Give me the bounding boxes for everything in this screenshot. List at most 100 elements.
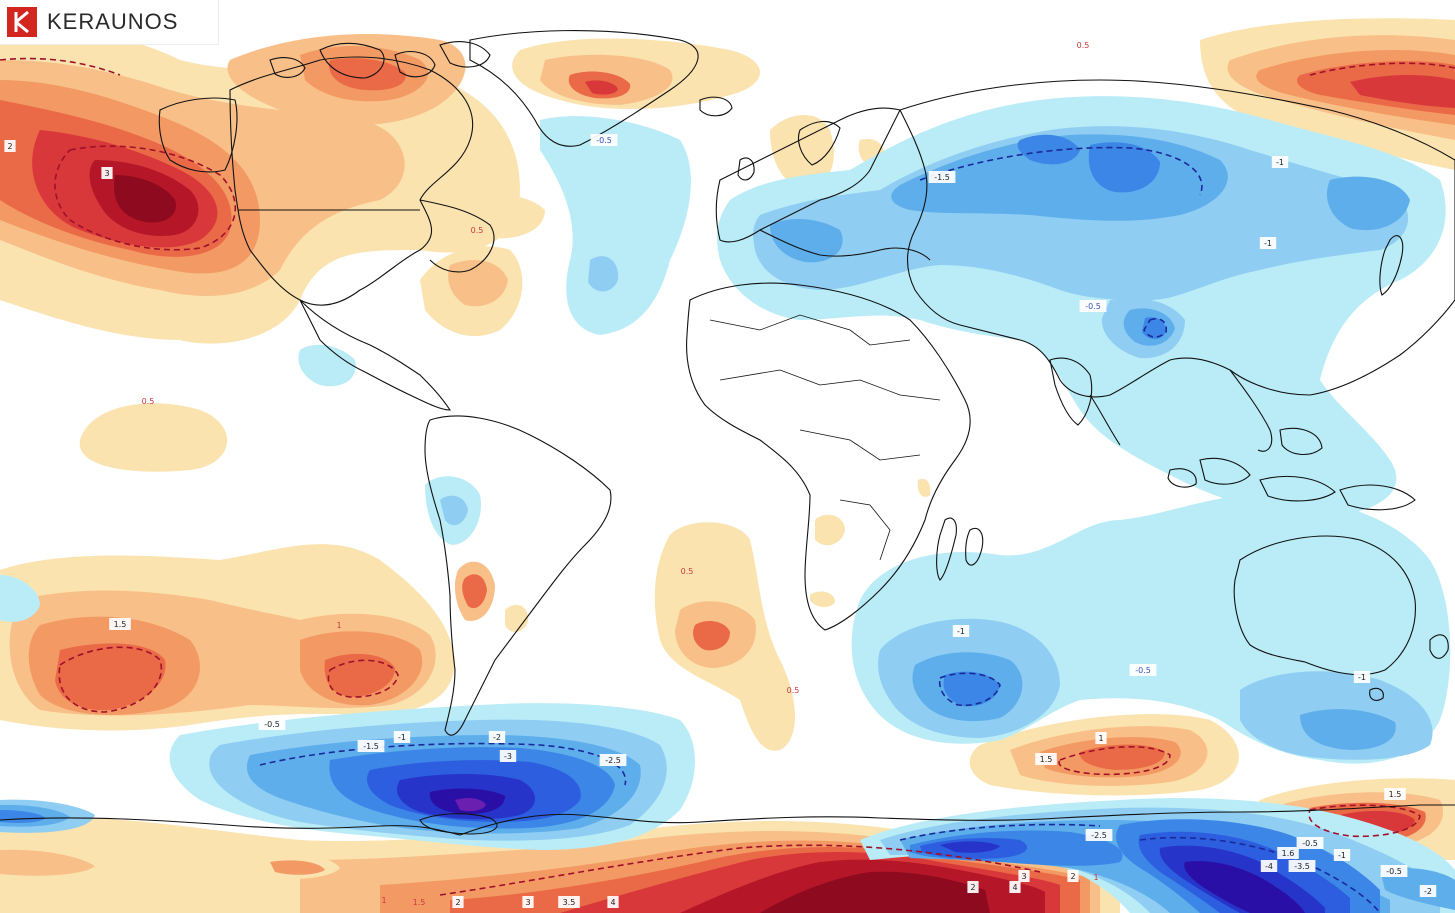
warm-anomaly-south-indian: [969, 714, 1239, 796]
keraunos-mark-icon: [7, 7, 37, 37]
contour-label-text: 3: [525, 898, 530, 907]
contour-label: 2: [452, 896, 464, 908]
contour-label-text: -2: [493, 733, 501, 742]
warm-anomaly-canada-arctic: [227, 34, 466, 125]
warm-anomaly-south-pacific: [0, 544, 455, 731]
cold-anomaly-south-pacific-polar: [169, 703, 695, 850]
contour-label: -1: [1271, 156, 1289, 168]
cold-anomaly-north-atlantic-tongue: [540, 116, 691, 335]
contour-label-text: -2: [1424, 887, 1432, 896]
contour-label: 2: [4, 140, 16, 152]
contour-label: -2: [1419, 885, 1437, 897]
contour-label-text: 1: [1098, 734, 1103, 743]
contour-label: -1.5: [928, 171, 956, 183]
contour-label: 4: [607, 896, 619, 908]
contour-label: -0.5: [1129, 664, 1157, 676]
contour-label: 4: [1009, 881, 1021, 893]
cold-anomaly-southern-ocean-east: [860, 798, 1455, 913]
contour-label-text: -1: [957, 627, 965, 636]
contour-label: 0.5: [142, 397, 155, 406]
contour-label: 2: [1067, 870, 1079, 882]
warm-anomaly-tropical-pacific: [79, 403, 228, 472]
contour-label-text: -1: [1358, 673, 1366, 682]
contour-label-text: 1.5: [413, 898, 426, 907]
contour-label: 1.5: [109, 618, 131, 630]
contour-label: 0.5: [1077, 41, 1090, 50]
contour-label: -1: [1259, 237, 1277, 249]
contour-label-text: -1: [1338, 851, 1346, 860]
contour-label-text: 4: [610, 898, 615, 907]
warm-anomaly-antarctic-band: [0, 817, 1120, 913]
contour-label: -4: [1260, 860, 1278, 872]
contour-labels: 0.5 2 3 -0.5 0.5 -1.5 -1 -1 -0.5 0.5 1.5 1 -0.5 -1.5 -…: [4, 41, 1437, 908]
contour-label: 3.5: [558, 896, 580, 908]
contour-label: 3: [1018, 870, 1030, 882]
contour-label: 1: [336, 621, 341, 630]
contour-label-text: -2.5: [605, 756, 621, 765]
cold-anomaly-central-america: [298, 344, 481, 545]
warm-anomaly-left-edge-south: [0, 843, 340, 882]
contour-label: 3: [101, 167, 113, 179]
contour-label-text: 3.5: [563, 898, 576, 907]
contour-label-text: 1.5: [114, 620, 127, 629]
contour-label: 1.5: [1384, 788, 1406, 800]
contour-label-text: 2: [455, 898, 460, 907]
contour-label: -1: [393, 731, 411, 743]
contour-label-text: -4: [1265, 862, 1273, 871]
contour-label-text: -0.5: [596, 136, 612, 145]
brand-name: KERAUNOS: [47, 9, 179, 34]
contour-label: 1.5: [1035, 753, 1057, 765]
contour-label-text: -1.5: [363, 742, 379, 751]
contour-label-text: -1.5: [934, 173, 950, 182]
contour-label-text: -1: [398, 733, 406, 742]
contour-label: 3: [522, 896, 534, 908]
contour-label-text: 2: [970, 883, 975, 892]
contour-label: 0.5: [681, 567, 694, 576]
contour-label-text: 1.5: [1040, 755, 1053, 764]
contour-label: -2.5: [599, 754, 627, 766]
contour-label: 1.6: [1277, 847, 1299, 859]
contour-label-text: 4: [1012, 883, 1017, 892]
contour-label-text: 0.5: [142, 397, 155, 406]
contour-label: 1: [381, 896, 386, 905]
contour-label: -1.5: [357, 740, 385, 752]
keraunos-logo: KERAUNOS: [0, 0, 218, 44]
contour-label-text: -0.5: [1135, 666, 1151, 675]
contour-label: -3: [499, 750, 517, 762]
contour-label-text: 0.5: [471, 226, 484, 235]
contour-label-text: 3: [1021, 872, 1026, 881]
contour-label-text: -0.5: [1085, 302, 1101, 311]
contour-label: 2: [967, 881, 979, 893]
contour-label: -2: [488, 731, 506, 743]
contour-label: -0.5: [590, 134, 618, 146]
contour-label-text: -1: [1264, 239, 1272, 248]
cold-anomaly-left-edge: [0, 575, 95, 833]
contour-label: 0.5: [787, 686, 800, 695]
contour-label-text: -3: [504, 752, 512, 761]
warm-anomaly-arctic-east: [1200, 18, 1455, 171]
contour-label-text: 1.5: [1389, 790, 1402, 799]
contour-label-text: 0.5: [681, 567, 694, 576]
contour-label-text: 0.5: [787, 686, 800, 695]
contour-label: 1: [1093, 873, 1098, 882]
coastlines: [0, 29, 1455, 836]
contour-label-text: -1: [1276, 158, 1284, 167]
contour-label-text: 2: [1070, 872, 1075, 881]
contour-label: -2.5: [1085, 829, 1113, 841]
warm-anomaly-south-america: [454, 561, 529, 633]
contour-label: 0.5: [471, 226, 484, 235]
contour-label: -0.5: [258, 718, 286, 730]
contour-label-text: 1: [336, 621, 341, 630]
contour-label-text: 1.6: [1282, 849, 1295, 858]
contour-label-text: 1: [1093, 873, 1098, 882]
dashed-isolines: [0, 57, 1455, 913]
contour-label: -1: [1333, 849, 1351, 861]
contour-label-text: 1: [381, 896, 386, 905]
contour-label-text: 3: [104, 169, 109, 178]
contour-label-text: -2.5: [1091, 831, 1107, 840]
contour-label-text: -3.5: [1294, 862, 1310, 871]
contour-label: -0.5: [1296, 837, 1324, 849]
contour-label-text: -0.5: [1386, 867, 1402, 876]
